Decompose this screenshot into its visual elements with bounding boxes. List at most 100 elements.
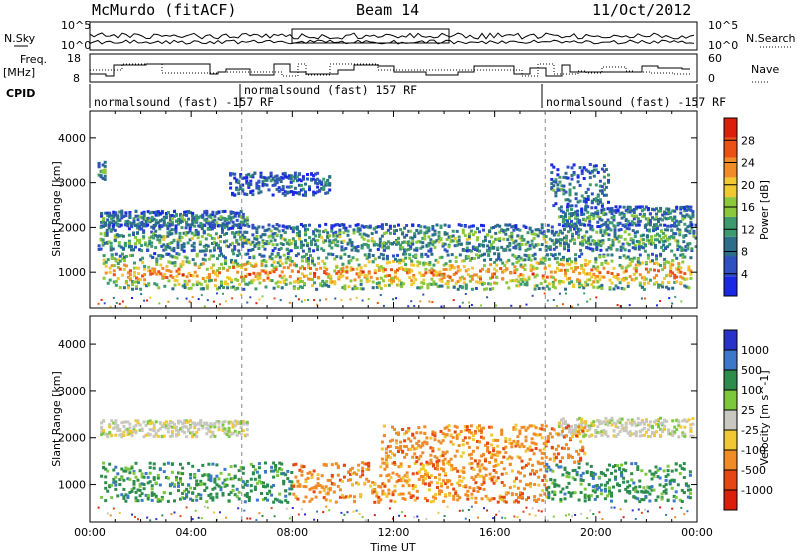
scatter-cell — [152, 426, 156, 430]
freq-trace — [90, 63, 690, 77]
scatter-cell — [316, 473, 320, 477]
scatter-cell — [144, 217, 148, 220]
scatter-cell — [634, 263, 638, 267]
scatter-cell — [441, 242, 445, 246]
scatter-cell — [403, 497, 407, 501]
scatter-cell — [442, 276, 446, 279]
noise-box — [291, 28, 450, 44]
scatter-cell — [450, 264, 454, 268]
scatter-cell — [235, 223, 239, 227]
scatter-cell — [661, 428, 665, 432]
scatter-cell — [410, 283, 414, 287]
scatter-cell — [545, 275, 549, 279]
scatter-cell — [566, 268, 569, 272]
scatter-cell — [223, 484, 227, 488]
scatter-cell — [679, 205, 683, 209]
scatter-cell — [186, 223, 190, 227]
scatter-cell — [166, 499, 170, 503]
scatter-cell — [642, 215, 646, 219]
scatter-cell — [415, 489, 419, 493]
scatter-cell — [300, 255, 304, 259]
scatter-cell — [561, 255, 565, 259]
scatter-cell — [271, 177, 275, 181]
scatter-cell — [217, 210, 221, 214]
scatter-cell — [188, 224, 192, 228]
scatter-cell — [360, 235, 364, 239]
scatter-cell — [272, 266, 276, 270]
scatter-cell — [279, 180, 283, 183]
scatter-cell — [116, 426, 120, 430]
scatter-cell — [610, 272, 614, 275]
scatter-cell — [124, 264, 128, 268]
scatter-cell — [689, 256, 693, 260]
scatter-cell — [284, 489, 288, 493]
scatter-cell — [518, 242, 522, 246]
scatter-cell — [420, 252, 424, 256]
scatter-cell — [112, 426, 116, 430]
scatter-cell — [187, 420, 191, 424]
scatter-cell — [158, 219, 162, 223]
scatter-cell — [261, 180, 265, 184]
scatter-cell — [314, 181, 318, 185]
scatter-cell — [366, 244, 370, 248]
scatter-cell — [574, 215, 578, 219]
scatter-cell — [665, 274, 669, 278]
scatter-cell — [308, 499, 312, 503]
scatter-cell — [642, 213, 646, 217]
scatter-cell — [229, 212, 233, 216]
scatter-cell — [264, 461, 267, 465]
scatter-cell — [230, 260, 234, 264]
scatter-cell — [124, 493, 128, 497]
scatter-cell — [683, 284, 687, 288]
scatter-cell — [600, 223, 604, 227]
noise-cell — [255, 302, 258, 305]
scatter-cell — [241, 471, 245, 475]
scatter-cell — [296, 277, 300, 281]
scatter-cell — [344, 495, 348, 499]
scatter-cell — [485, 269, 489, 273]
scatter-cell — [478, 468, 482, 472]
scatter-cell — [342, 231, 346, 235]
scatter-cell — [429, 238, 433, 242]
scatter-cell — [142, 483, 146, 486]
scatter-cell — [600, 204, 604, 208]
scatter-cell — [117, 223, 121, 227]
scatter-cell — [100, 220, 104, 224]
noise-cell — [565, 292, 567, 295]
scatter-cell — [415, 496, 419, 500]
scatter-cell — [282, 480, 286, 484]
scatter-cell — [235, 494, 239, 498]
scatter-cell — [586, 283, 590, 287]
scatter-cell — [106, 434, 110, 438]
scatter-cell — [99, 247, 103, 251]
scatter-cell — [291, 237, 295, 241]
scatter-cell — [613, 225, 617, 229]
scatter-cell — [312, 193, 316, 197]
scatter-cell — [140, 227, 144, 231]
noise-cell — [464, 293, 467, 295]
scatter-cell — [227, 434, 231, 438]
scatter-cell — [267, 227, 271, 231]
scatter-cell — [354, 248, 358, 252]
scatter-cell — [102, 258, 106, 262]
scatter-cell — [522, 238, 526, 242]
scatter-cell — [655, 257, 658, 261]
scatter-cell — [188, 238, 192, 242]
scatter-cell — [614, 210, 618, 214]
scatter-cell — [157, 270, 161, 274]
scatter-cell — [654, 228, 657, 232]
scatter-cell — [245, 193, 249, 196]
scatter-cell — [336, 234, 340, 238]
scatter-cell — [483, 264, 486, 268]
scatter-cell — [150, 498, 154, 502]
noise-cell — [206, 299, 209, 302]
scatter-cell — [657, 217, 660, 221]
scatter-cell — [379, 287, 383, 290]
scatter-cell — [280, 472, 284, 476]
scatter-cell — [156, 498, 160, 501]
scatter-cell — [239, 226, 243, 230]
scatter-cell — [116, 472, 120, 476]
scatter-cell — [177, 217, 180, 221]
scatter-cell — [306, 242, 309, 245]
scatter-cell — [156, 238, 160, 242]
